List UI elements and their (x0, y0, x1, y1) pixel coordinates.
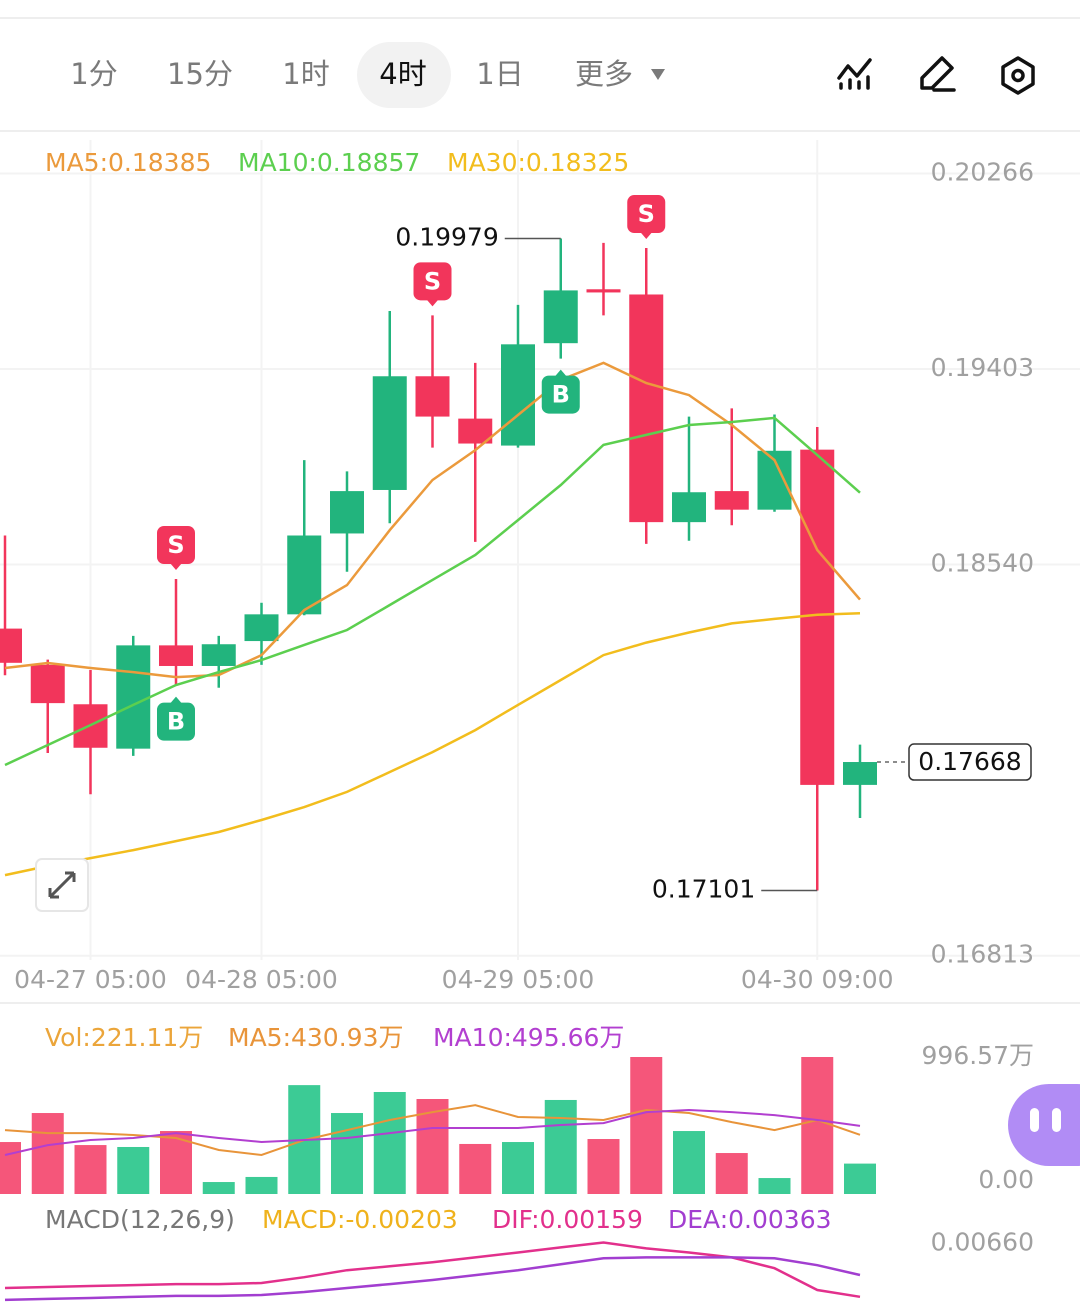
volume-bar (544, 1099, 577, 1194)
volume-bar (459, 1143, 492, 1194)
y-tick-label: 0.18540 (931, 548, 1034, 577)
volume-bar (801, 1057, 834, 1194)
sell-signal-box (627, 195, 666, 234)
sell-signal-box (157, 525, 195, 564)
macd-line (4, 1241, 861, 1299)
buy-signal-pointer (170, 696, 182, 704)
candle-body (372, 376, 407, 490)
x-tick-label: 04-30 09:00 (741, 965, 894, 994)
legend-label: MA30:0.18325 (447, 148, 629, 177)
legend-label: MA10:495.66万 (433, 1023, 624, 1052)
timeframe-tab[interactable]: 1日 (476, 57, 523, 91)
legend-label: MA10:0.18857 (238, 148, 420, 177)
candle-body (30, 664, 65, 704)
y-tick-label: 0.00 (978, 1165, 1034, 1194)
volume-bar (331, 1113, 363, 1194)
timeframe-tab[interactable]: 1时 (282, 57, 329, 91)
candle-body (629, 294, 664, 523)
candle-body (159, 645, 193, 666)
candle-body (330, 491, 364, 534)
legend-label: DEA:0.00363 (668, 1205, 832, 1234)
sell-signal-pointer (426, 299, 439, 307)
candle-body (116, 645, 151, 749)
legend-label: MA5:0.18385 (45, 148, 211, 177)
candle-body (543, 290, 578, 344)
x-tick-label: 04-28 05:00 (185, 965, 338, 994)
candle-body (843, 762, 877, 785)
high-price-label: 0.19979 (395, 223, 498, 252)
candle-body (287, 535, 322, 615)
candle-body (672, 492, 706, 523)
timeframe-tab[interactable]: 15分 (167, 57, 233, 91)
volume-bar (31, 1113, 64, 1194)
candle-body (501, 344, 535, 446)
legend-label: DIF:0.00159 (492, 1205, 643, 1234)
volume-bar (245, 1176, 278, 1194)
y-tick-label: 996.57万 (922, 1041, 1034, 1070)
timeframe-tab[interactable]: 4时 (379, 57, 426, 91)
buy-signal-box (157, 702, 195, 741)
volume-bar (630, 1057, 663, 1194)
buy-signal-box (541, 375, 580, 414)
active-tab-background (357, 42, 451, 108)
volume-bar (758, 1178, 791, 1194)
volume-bar (117, 1146, 150, 1194)
buy-signal-label: B (552, 381, 570, 409)
x-tick-label: 04-29 05:00 (442, 965, 595, 994)
timeframe-tabs: 1分 15分 1时 4时 1日 更多 (70, 57, 633, 91)
volume-bar (74, 1145, 107, 1194)
candle-body (586, 289, 621, 293)
volume-bar (0, 1142, 21, 1194)
candle-body (244, 614, 279, 642)
y-tick-label: 0.16813 (931, 940, 1034, 969)
draw-icon[interactable] (920, 56, 956, 92)
candle-body (0, 628, 22, 663)
y-tick-label: 0.19403 (931, 353, 1034, 382)
timeframe-tab[interactable]: 1分 (70, 57, 117, 91)
candle-body (415, 376, 450, 417)
volume-bar (587, 1139, 620, 1194)
volume-bar (715, 1153, 748, 1194)
indicator-value: MACD:-0.00203 (262, 1205, 458, 1234)
buy-signal-label: B (167, 708, 185, 736)
sell-signal-pointer (640, 232, 653, 240)
volume-average-line (4, 1108, 861, 1156)
volume-bar (373, 1091, 406, 1194)
volume-bar (844, 1163, 876, 1194)
sell-signal-box (413, 262, 452, 301)
buy-signal-pointer (554, 369, 567, 377)
volume-bar (502, 1142, 534, 1194)
settings-icon[interactable] (1001, 56, 1035, 95)
last-price-box (908, 743, 1032, 781)
candle-body (201, 644, 236, 666)
last-price-label: 0.17668 (918, 747, 1021, 776)
sell-signal-pointer (170, 562, 182, 570)
x-tick-label: 04-27 05:00 (14, 965, 167, 994)
moving-average-line (4, 361, 861, 679)
sell-signal-label: S (638, 200, 655, 228)
expand-button[interactable] (35, 858, 89, 912)
volume-bar (673, 1131, 705, 1194)
sell-signal-label: S (167, 531, 184, 559)
legend-label: Vol:221.11万 (45, 1023, 203, 1052)
legend-label: MA5:430.93万 (228, 1023, 403, 1052)
indicator-icon[interactable] (837, 58, 872, 90)
moving-average-line (4, 611, 861, 877)
y-tick-label: 0.20266 (931, 158, 1034, 187)
timeframe-tab[interactable]: 更多 (575, 57, 633, 91)
candle-body (800, 449, 835, 785)
macd-line (4, 1256, 861, 1302)
low-price-label: 0.17101 (652, 874, 755, 903)
volume-bar (202, 1182, 235, 1194)
candle-body (714, 491, 749, 510)
chart-area: 0.20266 0.19403 0.18540 0.16813 04-27 05:00 0… (0, 140, 1080, 1302)
dropdown-arrow[interactable] (651, 69, 665, 80)
assistant-button[interactable] (1008, 1084, 1080, 1166)
indicator-title: MACD(12,26,9) (45, 1205, 235, 1234)
y-tick-label: 0.00660 (931, 1227, 1034, 1256)
sell-signal-label: S (424, 267, 441, 295)
moving-average-line (4, 416, 861, 767)
